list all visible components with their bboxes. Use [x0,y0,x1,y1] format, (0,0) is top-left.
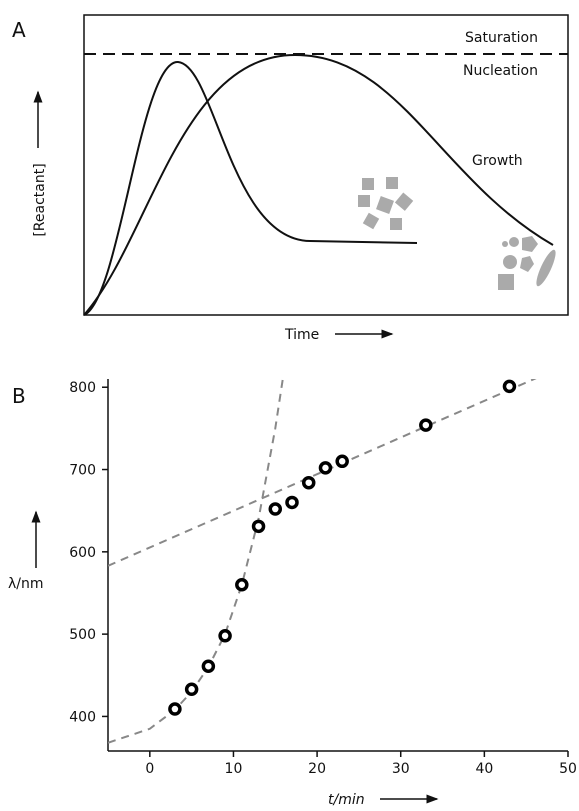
x-tick-label: 10 [225,761,243,777]
data-point [318,461,333,475]
data-point [251,519,266,534]
growth-label: Growth [472,153,523,169]
x-tick-label: 0 [145,761,154,777]
panel-a: A Saturation Nucleation Growth [Reactant… [12,14,569,343]
data-point [335,454,349,469]
data-point [419,418,433,432]
y-axis-label: λ/nm [8,576,44,592]
y-tick-label: 500 [69,627,96,643]
data-point [301,475,316,490]
data-point [268,502,283,516]
y-tick-label: 800 [69,380,96,396]
data-point [184,682,199,697]
data-point [502,379,517,394]
particles [358,177,556,290]
x-tick-label: 50 [559,761,577,777]
y-tick-label: 600 [69,545,96,561]
plot-area [108,379,537,744]
y-tick-label: 400 [69,709,96,725]
panel-b: B λ/nm t/min [8,379,568,808]
x-tick-label: 30 [392,761,410,777]
x-axis-label: Time [284,327,319,343]
growth-curve [83,53,554,316]
nucleation-label: Nucleation [463,63,538,79]
data-point [218,629,232,643]
x-tick-label: 40 [475,761,493,777]
y-tick-label: 700 [69,463,96,479]
data-point [201,659,216,673]
x-tick-label: 20 [308,761,326,777]
data-point [168,702,182,716]
panel-label: A [12,18,26,42]
fit-line [108,379,284,744]
y-axis-label: [Reactant] [32,163,48,236]
saturation-label: Saturation [465,30,538,46]
data-point [285,495,299,510]
frame [83,14,569,316]
x-axis-label: t/min [328,792,365,807]
panel-label: B [12,384,26,408]
data-point [235,578,249,592]
nucleation-curve [83,60,418,316]
